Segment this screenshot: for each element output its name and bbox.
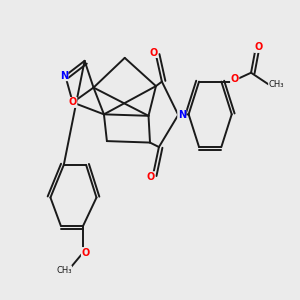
Text: O: O xyxy=(254,43,262,52)
Text: O: O xyxy=(231,74,239,84)
Text: O: O xyxy=(81,248,90,257)
Text: CH₃: CH₃ xyxy=(268,80,284,89)
Text: O: O xyxy=(146,172,155,182)
Text: O: O xyxy=(69,98,77,107)
Text: N: N xyxy=(60,71,68,81)
Text: CH₃: CH₃ xyxy=(56,266,72,275)
Text: O: O xyxy=(149,47,158,58)
Text: N: N xyxy=(178,110,186,120)
